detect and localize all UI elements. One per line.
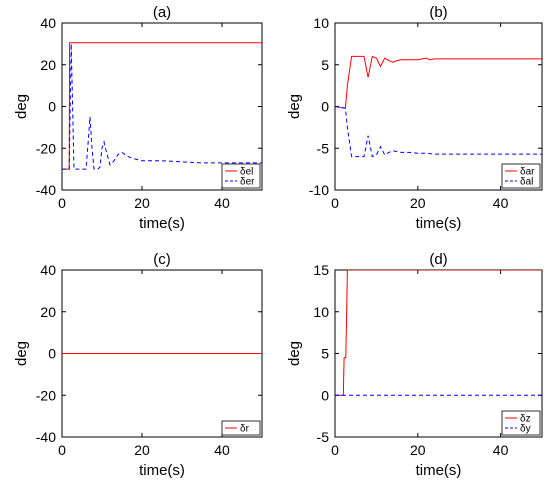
x-tick-label: 40 [493, 442, 509, 458]
chart-title: (b) [429, 4, 447, 21]
y-tick-label: 15 [313, 262, 329, 278]
legend-box [221, 163, 261, 189]
plot-area [334, 269, 543, 438]
y-axis-label: deg [13, 341, 30, 366]
y-tick-label: -20 [36, 140, 56, 156]
series-line-1 [335, 270, 542, 396]
legend-label: δar [520, 167, 535, 178]
series-line-1 [335, 55, 542, 109]
y-tick-label: 0 [48, 346, 56, 362]
y-tick-label: 0 [321, 99, 329, 115]
plot-area [334, 22, 543, 191]
x-tick-label: 20 [410, 442, 426, 458]
y-tick-label: 0 [48, 99, 56, 115]
y-tick-label: 20 [40, 304, 56, 320]
x-tick-label: 40 [493, 195, 509, 211]
plot-area [61, 22, 263, 191]
chart-title: (a) [153, 4, 171, 21]
x-tick-label: 40 [214, 442, 230, 458]
legend-label: δr [240, 424, 250, 435]
legend-box [501, 163, 541, 189]
x-tick-label: 0 [58, 442, 66, 458]
y-tick-label: -40 [36, 429, 56, 445]
x-tick-label: 0 [58, 195, 66, 211]
x-tick-label: 0 [331, 442, 339, 458]
x-axis-label: time(s) [139, 215, 185, 232]
series-line-1 [62, 42, 262, 170]
series-line-2 [62, 43, 262, 170]
chart-panel-3: 0 20 40 40 20 0 -20 -40 (c) time(s) deg δr [13, 251, 263, 479]
x-tick-label: 20 [134, 195, 150, 211]
x-axis-label: time(s) [416, 215, 462, 232]
legend-label: δer [240, 177, 255, 188]
y-tick-label: 5 [321, 57, 329, 73]
y-tick-label: -10 [309, 182, 329, 198]
x-tick-label: 20 [134, 442, 150, 458]
series-line-2 [335, 106, 542, 158]
legend-label: δal [520, 177, 533, 188]
y-tick-label: -5 [317, 140, 330, 156]
y-tick-label: -5 [317, 429, 330, 445]
legend: δr [221, 420, 261, 436]
x-tick-label: 0 [331, 195, 339, 211]
y-tick-label: -20 [36, 387, 56, 403]
legend-box [221, 420, 261, 436]
legend-label: δy [520, 424, 531, 435]
y-tick-label: 40 [40, 15, 56, 31]
y-axis-label: deg [286, 94, 303, 119]
x-axis-label: time(s) [139, 462, 185, 479]
y-tick-label: 40 [40, 262, 56, 278]
y-tick-label: 0 [321, 387, 329, 403]
legend-box [501, 410, 541, 436]
y-tick-label: 10 [313, 15, 329, 31]
chart-title: (d) [429, 251, 447, 268]
x-axis-label: time(s) [416, 462, 462, 479]
y-tick-label: 20 [40, 57, 56, 73]
chart-title: (c) [153, 251, 171, 268]
y-tick-label: 5 [321, 346, 329, 362]
legend-label: δz [520, 414, 531, 425]
y-axis-label: deg [13, 94, 30, 119]
y-tick-label: 10 [313, 304, 329, 320]
x-tick-label: 40 [214, 195, 230, 211]
y-axis-label: deg [286, 341, 303, 366]
x-tick-label: 20 [410, 195, 426, 211]
y-tick-label: -40 [36, 182, 56, 198]
legend-label: δel [240, 167, 253, 178]
